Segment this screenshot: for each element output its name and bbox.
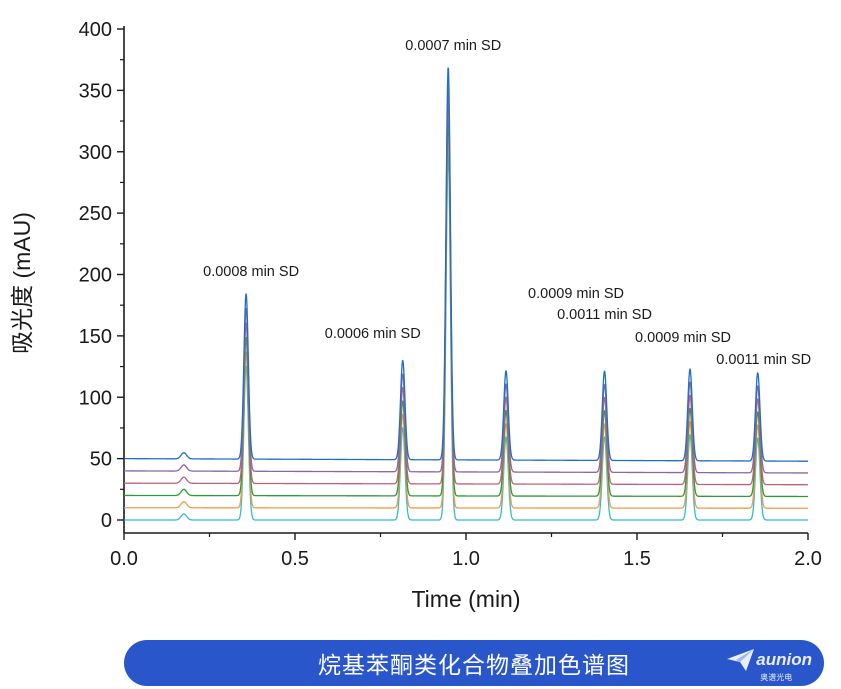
y-tick-label: 250 bbox=[79, 203, 112, 225]
y-tick-label: 400 bbox=[79, 19, 112, 41]
brand-logo: aunion 奥谱光电 bbox=[726, 647, 812, 682]
peak-annotation: 0.0009 min SD bbox=[528, 286, 624, 302]
chromatogram-chart: 0.0 0.5 1.0 1.5 2.0050100150200250300350400 … bbox=[9, 19, 822, 612]
x-axis-title: Time (min) bbox=[411, 586, 520, 612]
peak-annotation: 0.0006 min SD bbox=[325, 326, 421, 342]
caption-banner: 烷基苯酮类化合物叠加色谱图 aunion 奥谱光电 bbox=[124, 640, 824, 686]
x-tick-label: 0.0 bbox=[110, 548, 138, 570]
series-line-2 bbox=[124, 137, 808, 509]
annotations-group: 0.0008 min SD 0.0006 min SD 0.0007 min SD 0… bbox=[203, 38, 811, 368]
peak-annotation: 0.0007 min SD bbox=[405, 38, 501, 54]
peak-annotation: 0.0011 min SD bbox=[716, 352, 811, 368]
x-tick-label: 1.0 bbox=[452, 548, 480, 570]
x-tick-label: 1.5 bbox=[623, 548, 651, 570]
y-tick-label: 100 bbox=[79, 387, 112, 409]
caption-text: 烷基苯酮类化合物叠加色谱图 bbox=[318, 653, 630, 679]
x-tick-label: 0.5 bbox=[281, 548, 309, 570]
series-line-3 bbox=[124, 120, 808, 498]
logo-subtext: 奥谱光电 bbox=[760, 673, 793, 682]
series-line-5 bbox=[124, 84, 808, 474]
series-group bbox=[124, 67, 808, 521]
y-tick-label: 0 bbox=[101, 510, 112, 532]
axes-group: 0.0 0.5 1.0 1.5 2.0 0 50 100 150 200 250 300 350 400 bbox=[79, 19, 822, 570]
y-tick-label: 350 bbox=[79, 80, 112, 102]
y-tick-label: 200 bbox=[79, 265, 112, 287]
peak-annotation: 0.0008 min SD bbox=[203, 264, 299, 280]
paper-plane-icon bbox=[727, 649, 755, 671]
series-line-1 bbox=[124, 155, 808, 521]
series-line-4 bbox=[124, 102, 808, 486]
peak-annotation: 0.0011 min SD bbox=[557, 307, 652, 323]
y-axis-title: 吸光度 (mAU) bbox=[9, 212, 35, 354]
y-tick-label: 50 bbox=[90, 449, 112, 471]
y-tick-label: 300 bbox=[79, 142, 112, 164]
series-line-6 bbox=[124, 67, 808, 462]
y-tick-label: 150 bbox=[79, 326, 112, 348]
x-tick-label: 2.0 bbox=[794, 548, 822, 570]
logo-wordmark: aunion bbox=[756, 650, 812, 669]
peak-annotation: 0.0009 min SD bbox=[635, 330, 731, 346]
